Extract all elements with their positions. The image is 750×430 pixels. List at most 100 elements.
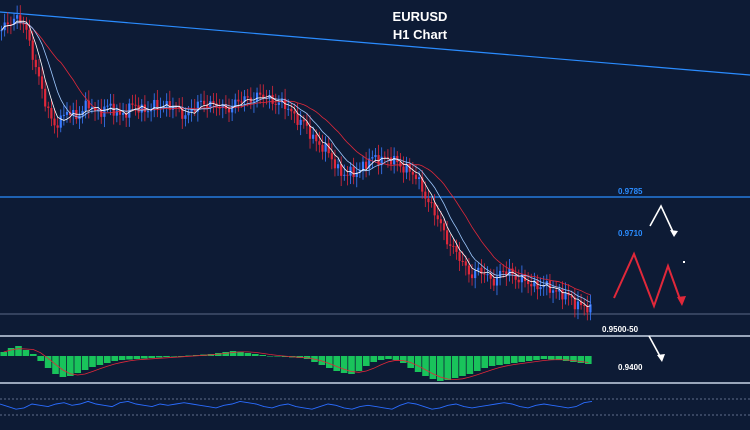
histogram-bar — [370, 356, 377, 362]
candle-body — [131, 103, 134, 105]
candle-body — [365, 161, 368, 169]
forecast-arrowhead-white-top — [670, 230, 678, 237]
histogram-bar — [422, 356, 429, 376]
candle-body — [520, 274, 523, 283]
histogram-bar — [459, 356, 466, 376]
histogram-bar — [318, 356, 326, 365]
histogram-bar — [170, 356, 178, 357]
candle-body — [576, 301, 580, 310]
candle-body — [6, 22, 9, 25]
candle-body — [178, 106, 181, 108]
level-label-1: 0.9710 — [618, 229, 643, 238]
candle-body — [352, 166, 355, 178]
histogram-bar — [444, 356, 451, 380]
candle-body — [72, 109, 75, 116]
histogram-bar — [577, 356, 585, 363]
candle-body — [489, 274, 492, 279]
candle-body — [508, 268, 511, 276]
candle-body — [333, 159, 337, 169]
chart-subtitle: H1 Chart — [393, 27, 448, 42]
candle-body — [59, 115, 62, 128]
candle-body — [34, 59, 37, 68]
histogram-bar — [7, 348, 15, 356]
candle-body — [417, 177, 421, 179]
candle-body — [539, 287, 542, 290]
forecast-dot — [683, 261, 685, 263]
histogram-bar — [104, 356, 111, 363]
candle-body — [234, 99, 237, 107]
candle-body — [246, 96, 249, 98]
candle-body — [100, 109, 103, 117]
candle-body — [411, 171, 414, 175]
candle-body — [134, 104, 137, 106]
candle-body — [231, 106, 234, 113]
candle-body — [277, 102, 280, 105]
candle-body — [312, 134, 315, 139]
forecast-zigzag-red — [613, 251, 682, 309]
candle-body — [22, 23, 25, 25]
candle-body — [218, 107, 221, 109]
histogram-bar — [185, 355, 192, 356]
histogram-bar — [496, 356, 503, 365]
candle-body — [106, 105, 109, 107]
histogram-bar — [89, 356, 96, 367]
histogram-bar — [518, 356, 525, 362]
candle-body — [146, 111, 150, 113]
candle-body — [240, 101, 243, 103]
histogram-bar — [562, 356, 570, 361]
candle-body — [252, 101, 256, 103]
candle-body — [321, 144, 324, 152]
candle-body — [436, 215, 439, 220]
candle-body — [90, 107, 94, 109]
histogram-bar — [59, 356, 67, 377]
candle-body — [215, 103, 218, 108]
histogram-bar — [414, 356, 422, 372]
histogram-bar — [96, 356, 104, 365]
candle-body — [573, 297, 576, 310]
histogram-bar — [126, 356, 133, 360]
candle-body — [290, 108, 293, 112]
candle-body — [190, 108, 193, 112]
ma-fast-line — [1, 20, 591, 308]
forecast-arrowhead-white-bottom — [657, 354, 665, 362]
ma-mid-line — [1, 22, 591, 303]
candle-body — [165, 101, 168, 107]
candle-body — [558, 289, 561, 292]
candle-body — [31, 40, 34, 60]
histogram-bar — [15, 346, 22, 356]
histogram-bar — [377, 356, 385, 360]
candle-body — [81, 110, 84, 116]
histogram-bar — [237, 351, 244, 356]
candle-body — [474, 270, 477, 279]
histogram-bar — [407, 356, 414, 368]
histogram-bar — [466, 356, 474, 374]
candle-body — [452, 245, 455, 247]
candle-body — [16, 15, 19, 19]
candle-body — [53, 118, 56, 126]
histogram-bar — [67, 356, 74, 376]
candle-body — [517, 279, 520, 283]
histogram-bar — [111, 356, 118, 361]
candle-body — [125, 113, 128, 118]
candle-body — [171, 106, 175, 110]
candle-body — [296, 113, 299, 125]
candle-body — [377, 154, 380, 166]
candle-body — [393, 155, 396, 165]
histogram-bar — [333, 356, 340, 371]
level-label-0: 0.9785 — [618, 187, 643, 196]
histogram-bar — [44, 356, 52, 368]
histogram-bar — [155, 356, 163, 358]
candle-body — [259, 92, 262, 95]
histogram-bar — [133, 356, 141, 359]
candle-body — [371, 157, 374, 159]
candle-body — [464, 261, 467, 266]
candle-body — [109, 103, 112, 106]
candle-body — [40, 76, 44, 89]
candle-body — [583, 305, 586, 307]
candle-body — [212, 101, 215, 104]
histogram-bar — [540, 356, 548, 359]
candle-body — [523, 274, 527, 282]
histogram-bar — [392, 356, 400, 360]
candle-body — [44, 88, 47, 107]
